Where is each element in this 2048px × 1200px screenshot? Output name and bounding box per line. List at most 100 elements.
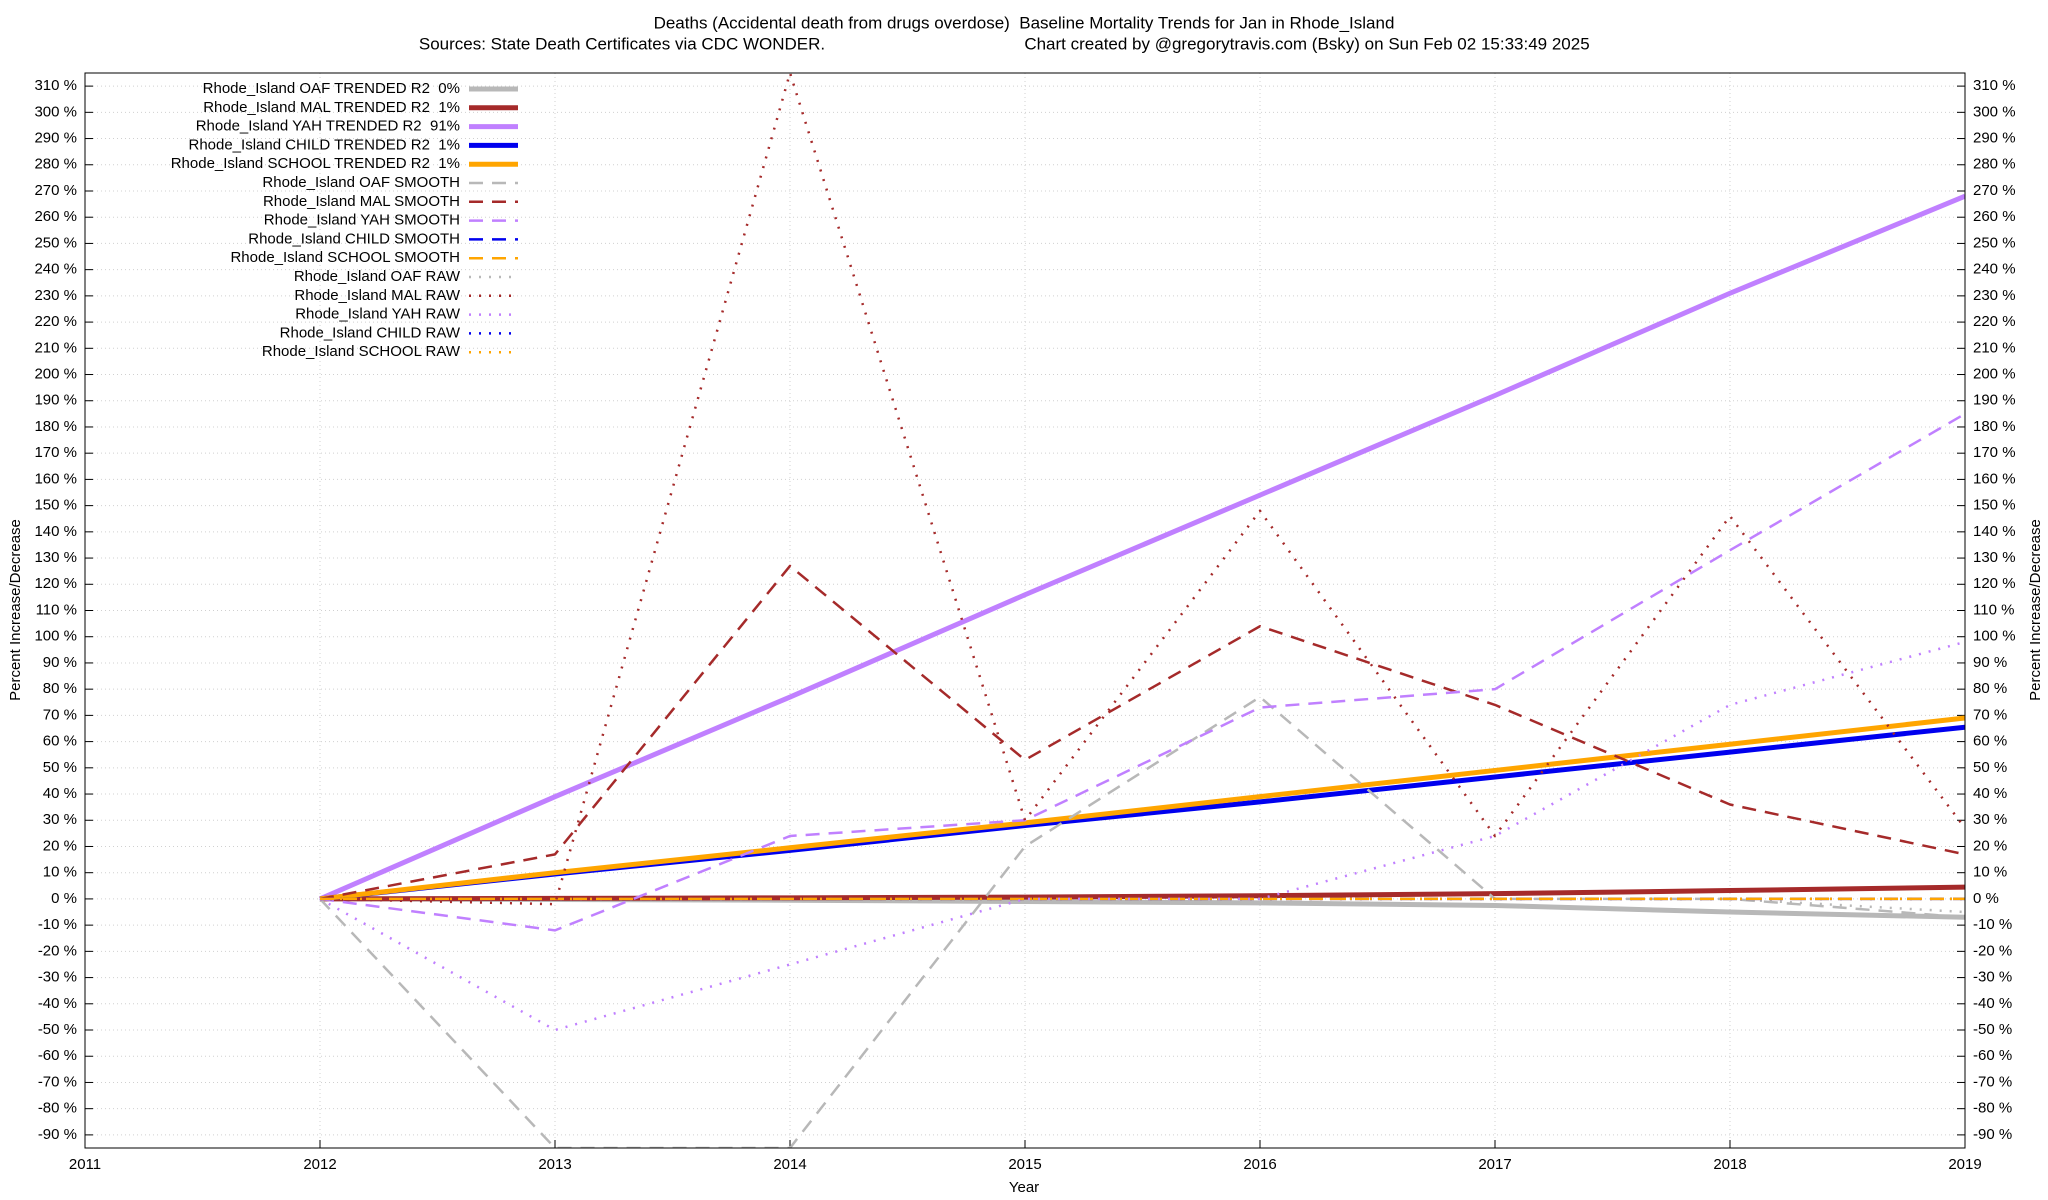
- y2-tick-label: 170 %: [1973, 444, 2016, 461]
- series-line: [319, 564, 1965, 901]
- y2-tick-label: 0 %: [1973, 890, 1999, 907]
- legend-label: Rhode_Island SCHOOL RAW: [262, 343, 461, 360]
- y2-tick-label: 230 %: [1973, 287, 2016, 304]
- legend-label: Rhode_Island OAF SMOOTH: [262, 174, 460, 191]
- y-tick-label: 100 %: [34, 628, 77, 645]
- legend-label: Rhode_Island YAH RAW: [295, 306, 461, 323]
- y-tick-label: 130 %: [34, 549, 77, 566]
- y2-axis-label: Percent Increase/Decrease: [2027, 519, 2044, 701]
- y-tick-label: -80 %: [38, 1100, 77, 1117]
- y-tick-label: 210 %: [34, 339, 77, 356]
- y2-tick-label: 80 %: [1973, 680, 2007, 697]
- y-tick-label: 40 %: [43, 785, 77, 802]
- y2-tick-label: 130 %: [1973, 549, 2016, 566]
- y-axis-label: Percent Increase/Decrease: [7, 519, 24, 701]
- x-tick-label: 2015: [1008, 1156, 1041, 1173]
- y2-tick-label: 290 %: [1973, 130, 2016, 147]
- y-tick-label: -60 %: [38, 1047, 77, 1064]
- y2-tick-label: -40 %: [1973, 995, 2012, 1012]
- y-tick-label: -40 %: [38, 995, 77, 1012]
- y2-tick-label: 10 %: [1973, 864, 2007, 881]
- y2-tick-label: -60 %: [1973, 1047, 2012, 1064]
- y-tick-label: 260 %: [34, 208, 77, 225]
- legend-label: Rhode_Island SCHOOL TRENDED R2 1%: [171, 155, 460, 172]
- y2-tick-label: -70 %: [1973, 1073, 2012, 1090]
- y2-tick-label: 120 %: [1973, 575, 2016, 592]
- legend-label: Rhode_Island CHILD TRENDED R2 1%: [188, 136, 460, 153]
- x-tick-label: 2017: [1478, 1156, 1511, 1173]
- y2-tick-label: 110 %: [1973, 601, 2014, 618]
- grid: [84, 73, 1966, 1148]
- y2-tick-label: -90 %: [1973, 1126, 2012, 1143]
- y2-tick-label: 300 %: [1973, 103, 2016, 120]
- y-tick-label: 180 %: [34, 418, 77, 435]
- y2-tick-label: 40 %: [1973, 785, 2007, 802]
- legend: Rhode_Island OAF TRENDED R2 0% Rhode_Isla…: [171, 80, 518, 360]
- series-line: [319, 884, 1965, 902]
- y2-tick-label: 190 %: [1973, 392, 2016, 409]
- y-tick-label: 160 %: [34, 470, 77, 487]
- y-tick-label: 300 %: [34, 103, 77, 120]
- y-tick-label: -20 %: [38, 942, 77, 959]
- series-line: [319, 896, 1965, 920]
- y2-tick-label: 20 %: [1973, 837, 2007, 854]
- y-tick-label: 10 %: [43, 864, 77, 881]
- x-tick-label: 2014: [773, 1156, 806, 1173]
- legend-label: Rhode_Island MAL SMOOTH: [263, 193, 460, 210]
- y-tick-label: 170 %: [34, 444, 77, 461]
- y-tick-label: 110 %: [36, 601, 77, 618]
- y2-tick-label: 70 %: [1973, 706, 2007, 723]
- legend-label: Rhode_Island YAH SMOOTH: [264, 212, 460, 229]
- y-tick-label: 200 %: [34, 365, 77, 382]
- x-tick-label: 2013: [538, 1156, 571, 1173]
- x-tick-label: 2012: [303, 1156, 336, 1173]
- y-tick-label: 310 %: [34, 77, 77, 94]
- y2-tick-label: 260 %: [1973, 208, 2016, 225]
- legend-label: Rhode_Island OAF TRENDED R2 0%: [203, 80, 460, 97]
- x-axis-label: Year: [1009, 1179, 1039, 1196]
- y-tick-label: 280 %: [34, 156, 77, 173]
- y-tick-label: 70 %: [43, 706, 77, 723]
- legend-label: Rhode_Island MAL RAW: [294, 287, 460, 304]
- x-tick-label: 2018: [1713, 1156, 1746, 1173]
- y2-tick-label: 90 %: [1973, 654, 2007, 671]
- legend-label: Rhode_Island OAF RAW: [294, 268, 461, 285]
- y-tick-label: 120 %: [34, 575, 77, 592]
- y-tick-label: 220 %: [34, 313, 77, 330]
- legend-label: Rhode_Island MAL TRENDED R2 1%: [203, 99, 460, 116]
- y2-tick-label: 280 %: [1973, 156, 2016, 173]
- y2-tick-label: 220 %: [1973, 313, 2016, 330]
- y-tick-label: -30 %: [38, 969, 77, 986]
- y2-tick-label: -10 %: [1973, 916, 2012, 933]
- y-tick-label: 150 %: [34, 497, 77, 514]
- series-line: [319, 73, 1965, 906]
- y2-tick-label: -30 %: [1973, 969, 2012, 986]
- y-tick-label: 30 %: [43, 811, 77, 828]
- y-tick-label: 290 %: [34, 130, 77, 147]
- y2-tick-label: -80 %: [1973, 1100, 2012, 1117]
- legend-label: Rhode_Island YAH TRENDED R2 91%: [196, 118, 460, 135]
- y-tick-label: 190 %: [34, 392, 77, 409]
- chart-credit: Chart created by @gregorytravis.com (Bsk…: [1024, 34, 1589, 53]
- y-tick-label: -50 %: [38, 1021, 77, 1038]
- y-tick-label: -90 %: [38, 1126, 77, 1143]
- legend-label: Rhode_Island CHILD SMOOTH: [248, 230, 460, 247]
- chart-title: Deaths (Accidental death from drugs over…: [654, 13, 1395, 32]
- chart-subtitle: Sources: State Death Certificates via CD…: [419, 34, 825, 53]
- y-tick-label: 90 %: [43, 654, 77, 671]
- series-line: [319, 412, 1965, 932]
- y2-tick-label: 140 %: [1973, 523, 2016, 540]
- y-tick-label: 250 %: [34, 234, 77, 251]
- y2-tick-label: 270 %: [1973, 182, 2016, 199]
- x-tick-label: 2019: [1948, 1156, 1981, 1173]
- y-tick-label: 50 %: [43, 759, 77, 776]
- plot-frame: [84, 72, 1966, 1149]
- y-tick-label: 0 %: [51, 890, 77, 907]
- y-tick-label: 60 %: [43, 733, 77, 750]
- y2-tick-label: 250 %: [1973, 234, 2016, 251]
- y2-tick-label: -20 %: [1973, 942, 2012, 959]
- y-tick-label: -10 %: [38, 916, 77, 933]
- y-tick-label: 240 %: [34, 261, 77, 278]
- y2-tick-label: 100 %: [1973, 628, 2016, 645]
